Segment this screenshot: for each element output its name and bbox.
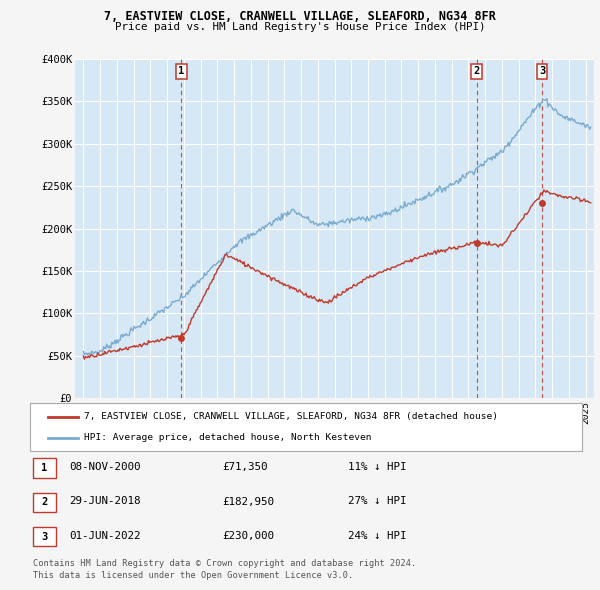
Text: 2: 2 — [41, 497, 47, 507]
Text: 24% ↓ HPI: 24% ↓ HPI — [348, 531, 407, 540]
Text: 3: 3 — [539, 67, 545, 77]
Text: 1: 1 — [41, 463, 47, 473]
Text: £230,000: £230,000 — [222, 531, 274, 540]
Text: 3: 3 — [41, 532, 47, 542]
Text: 2: 2 — [473, 67, 480, 77]
Text: Contains HM Land Registry data © Crown copyright and database right 2024.
This d: Contains HM Land Registry data © Crown c… — [33, 559, 416, 580]
Text: 27% ↓ HPI: 27% ↓ HPI — [348, 497, 407, 506]
Text: 01-JUN-2022: 01-JUN-2022 — [69, 531, 140, 540]
Text: 11% ↓ HPI: 11% ↓ HPI — [348, 463, 407, 472]
Text: 08-NOV-2000: 08-NOV-2000 — [69, 463, 140, 472]
Text: 29-JUN-2018: 29-JUN-2018 — [69, 497, 140, 506]
Text: 7, EASTVIEW CLOSE, CRANWELL VILLAGE, SLEAFORD, NG34 8FR (detached house): 7, EASTVIEW CLOSE, CRANWELL VILLAGE, SLE… — [84, 412, 498, 421]
Text: 7, EASTVIEW CLOSE, CRANWELL VILLAGE, SLEAFORD, NG34 8FR: 7, EASTVIEW CLOSE, CRANWELL VILLAGE, SLE… — [104, 10, 496, 23]
Text: HPI: Average price, detached house, North Kesteven: HPI: Average price, detached house, Nort… — [84, 433, 371, 442]
Text: £182,950: £182,950 — [222, 497, 274, 506]
Text: 1: 1 — [178, 67, 185, 77]
Text: Price paid vs. HM Land Registry's House Price Index (HPI): Price paid vs. HM Land Registry's House … — [115, 22, 485, 32]
Text: £71,350: £71,350 — [222, 463, 268, 472]
